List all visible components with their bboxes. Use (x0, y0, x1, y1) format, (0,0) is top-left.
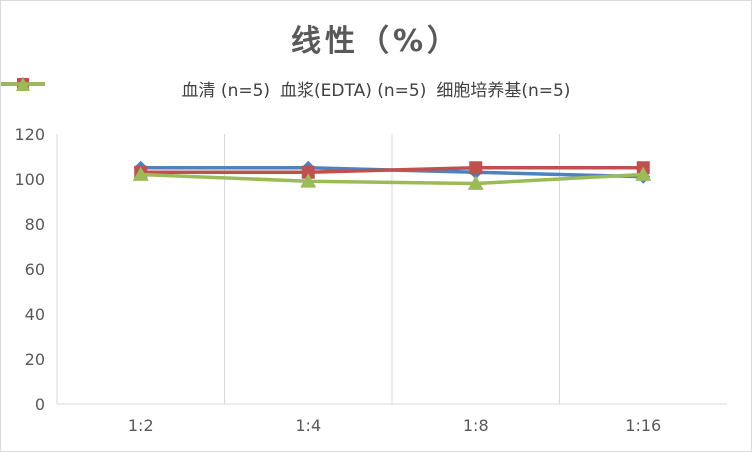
x-tick-label: 1:2 (128, 416, 154, 435)
data-point-series-2 (301, 165, 315, 179)
legend-item-3: 细胞培养基(n=5) (1, 76, 571, 101)
chart-title: 线性（%） (290, 24, 462, 59)
data-point-series-3 (467, 175, 484, 190)
y-tick-label: 60 (25, 260, 45, 279)
legend: 血清 (n=5) 血浆(EDTA) (n=5) 细胞培养基(n=5) (0, 76, 752, 101)
x-tick-label: 1:16 (625, 416, 661, 435)
data-point-series-3 (132, 166, 149, 181)
y-tick-label: 20 (25, 350, 45, 369)
series-line-2 (140, 166, 644, 174)
data-point-series-3 (300, 173, 317, 188)
x-tick-label: 1:4 (295, 416, 321, 435)
x-tick-label: 1:8 (463, 416, 489, 435)
y-tick-label: 40 (25, 305, 45, 324)
data-point-series-2 (469, 161, 483, 175)
legend-label: 血浆(EDTA) (n=5) (280, 81, 427, 101)
y-tick-label: 100 (14, 170, 45, 189)
legend-swatch-3 (1, 77, 45, 91)
y-tick-label: 0 (35, 395, 45, 414)
legend-label: 细胞培养基(n=5) (436, 81, 571, 101)
y-tick-label: 80 (25, 215, 45, 234)
series-line-3 (140, 172, 644, 186)
y-tick-label: 120 (14, 125, 45, 144)
legend-label: 血清 (n=5) (181, 81, 271, 101)
data-point-series-3 (635, 166, 652, 181)
